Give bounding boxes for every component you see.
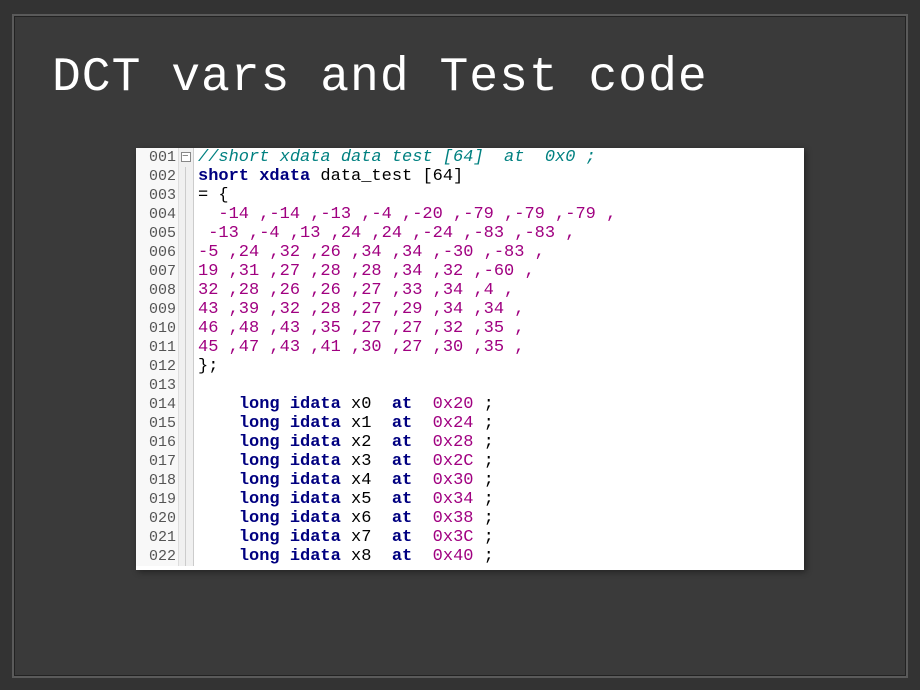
fold-gutter	[179, 243, 194, 262]
line-number: 003	[136, 186, 179, 205]
open-brace: = {	[194, 186, 804, 205]
data-row: 19 ,31 ,27 ,28 ,28 ,34 ,32 ,-60 ,	[194, 262, 804, 281]
fold-gutter	[179, 414, 194, 433]
line-number: 019	[136, 490, 179, 509]
fold-gutter	[179, 224, 194, 243]
code-line-13: 013	[136, 376, 804, 395]
fold-gutter	[179, 376, 194, 395]
code-line-17: 017 long idata x3 at 0x2C ;	[136, 452, 804, 471]
var-decl: long idata x5 at 0x34 ;	[194, 490, 804, 509]
line-number: 007	[136, 262, 179, 281]
data-row: -14 ,-14 ,-13 ,-4 ,-20 ,-79 ,-79 ,-79 ,	[194, 205, 804, 224]
code-line-3: 003 = {	[136, 186, 804, 205]
data-row: 32 ,28 ,26 ,26 ,27 ,33 ,34 ,4 ,	[194, 281, 804, 300]
code-line-12: 012 };	[136, 357, 804, 376]
fold-gutter	[179, 338, 194, 357]
fold-gutter	[179, 319, 194, 338]
data-row: 43 ,39 ,32 ,28 ,27 ,29 ,34 ,34 ,	[194, 300, 804, 319]
fold-gutter	[179, 167, 194, 186]
fold-gutter	[179, 490, 194, 509]
code-line-11: 011 45 ,47 ,43 ,41 ,30 ,27 ,30 ,35 ,	[136, 338, 804, 357]
var-decl: long idata x2 at 0x28 ;	[194, 433, 804, 452]
fold-gutter	[179, 262, 194, 281]
line-number: 021	[136, 528, 179, 547]
code-line-18: 018 long idata x4 at 0x30 ;	[136, 471, 804, 490]
fold-gutter	[179, 395, 194, 414]
line-number: 005	[136, 224, 179, 243]
code-line-16: 016 long idata x2 at 0x28 ;	[136, 433, 804, 452]
line-number: 020	[136, 509, 179, 528]
comment-text: //short xdata data test [64] at 0x0 ;	[194, 148, 804, 167]
fold-gutter	[179, 547, 194, 566]
code-line-4: 004 -14 ,-14 ,-13 ,-4 ,-20 ,-79 ,-79 ,-7…	[136, 205, 804, 224]
fold-gutter[interactable]	[179, 148, 194, 167]
code-line-19: 019 long idata x5 at 0x34 ;	[136, 490, 804, 509]
code-line-14: 014 long idata x0 at 0x20 ;	[136, 395, 804, 414]
code-line-15: 015 long idata x1 at 0x24 ;	[136, 414, 804, 433]
fold-gutter	[179, 528, 194, 547]
line-number: 014	[136, 395, 179, 414]
fold-gutter	[179, 452, 194, 471]
line-number: 022	[136, 547, 179, 566]
code-line-21: 021 long idata x7 at 0x3C ;	[136, 528, 804, 547]
line-number: 012	[136, 357, 179, 376]
fold-gutter	[179, 357, 194, 376]
line-number: 004	[136, 205, 179, 224]
var-decl: long idata x4 at 0x30 ;	[194, 471, 804, 490]
code-line-22: 022 long idata x8 at 0x40 ;	[136, 547, 804, 566]
line-number: 015	[136, 414, 179, 433]
line-number: 016	[136, 433, 179, 452]
data-row: -13 ,-4 ,13 ,24 ,24 ,-24 ,-83 ,-83 ,	[194, 224, 804, 243]
var-decl: long idata x7 at 0x3C ;	[194, 528, 804, 547]
code-line-9: 009 43 ,39 ,32 ,28 ,27 ,29 ,34 ,34 ,	[136, 300, 804, 319]
line-number: 010	[136, 319, 179, 338]
line-number: 018	[136, 471, 179, 490]
var-decl: long idata x3 at 0x2C ;	[194, 452, 804, 471]
fold-gutter	[179, 433, 194, 452]
code-line-20: 020 long idata x6 at 0x38 ;	[136, 509, 804, 528]
fold-gutter	[179, 186, 194, 205]
data-row: -5 ,24 ,32 ,26 ,34 ,34 ,-30 ,-83 ,	[194, 243, 804, 262]
line-number: 001	[136, 148, 179, 167]
slide-panel: DCT vars and Test code 001 //short xdata…	[12, 14, 908, 678]
slide-title: DCT vars and Test code	[52, 51, 708, 105]
fold-gutter	[179, 300, 194, 319]
code-editor: 001 //short xdata data test [64] at 0x0 …	[136, 148, 804, 570]
code-line-6: 006 -5 ,24 ,32 ,26 ,34 ,34 ,-30 ,-83 ,	[136, 243, 804, 262]
blank-line	[194, 376, 804, 395]
var-decl: long idata x6 at 0x38 ;	[194, 509, 804, 528]
var-decl: long idata x8 at 0x40 ;	[194, 547, 804, 566]
fold-gutter	[179, 471, 194, 490]
code-line-2: 002 short xdata data_test [64]	[136, 167, 804, 186]
code-line-10: 010 46 ,48 ,43 ,35 ,27 ,27 ,32 ,35 ,	[136, 319, 804, 338]
line-number: 011	[136, 338, 179, 357]
var-decl: long idata x1 at 0x24 ;	[194, 414, 804, 433]
close-brace: };	[194, 357, 804, 376]
fold-gutter	[179, 205, 194, 224]
line-number: 002	[136, 167, 179, 186]
var-decl: long idata x0 at 0x20 ;	[194, 395, 804, 414]
line-number: 006	[136, 243, 179, 262]
line-number: 013	[136, 376, 179, 395]
fold-gutter	[179, 509, 194, 528]
data-row: 46 ,48 ,43 ,35 ,27 ,27 ,32 ,35 ,	[194, 319, 804, 338]
line-number: 017	[136, 452, 179, 471]
line-number: 009	[136, 300, 179, 319]
fold-minus-icon[interactable]	[181, 152, 191, 162]
fold-gutter	[179, 281, 194, 300]
code-line-7: 007 19 ,31 ,27 ,28 ,28 ,34 ,32 ,-60 ,	[136, 262, 804, 281]
code-line-8: 008 32 ,28 ,26 ,26 ,27 ,33 ,34 ,4 ,	[136, 281, 804, 300]
code-content: short xdata data_test [64]	[194, 167, 804, 186]
code-line-1: 001 //short xdata data test [64] at 0x0 …	[136, 148, 804, 167]
data-row: 45 ,47 ,43 ,41 ,30 ,27 ,30 ,35 ,	[194, 338, 804, 357]
code-line-5: 005 -13 ,-4 ,13 ,24 ,24 ,-24 ,-83 ,-83 ,	[136, 224, 804, 243]
line-number: 008	[136, 281, 179, 300]
